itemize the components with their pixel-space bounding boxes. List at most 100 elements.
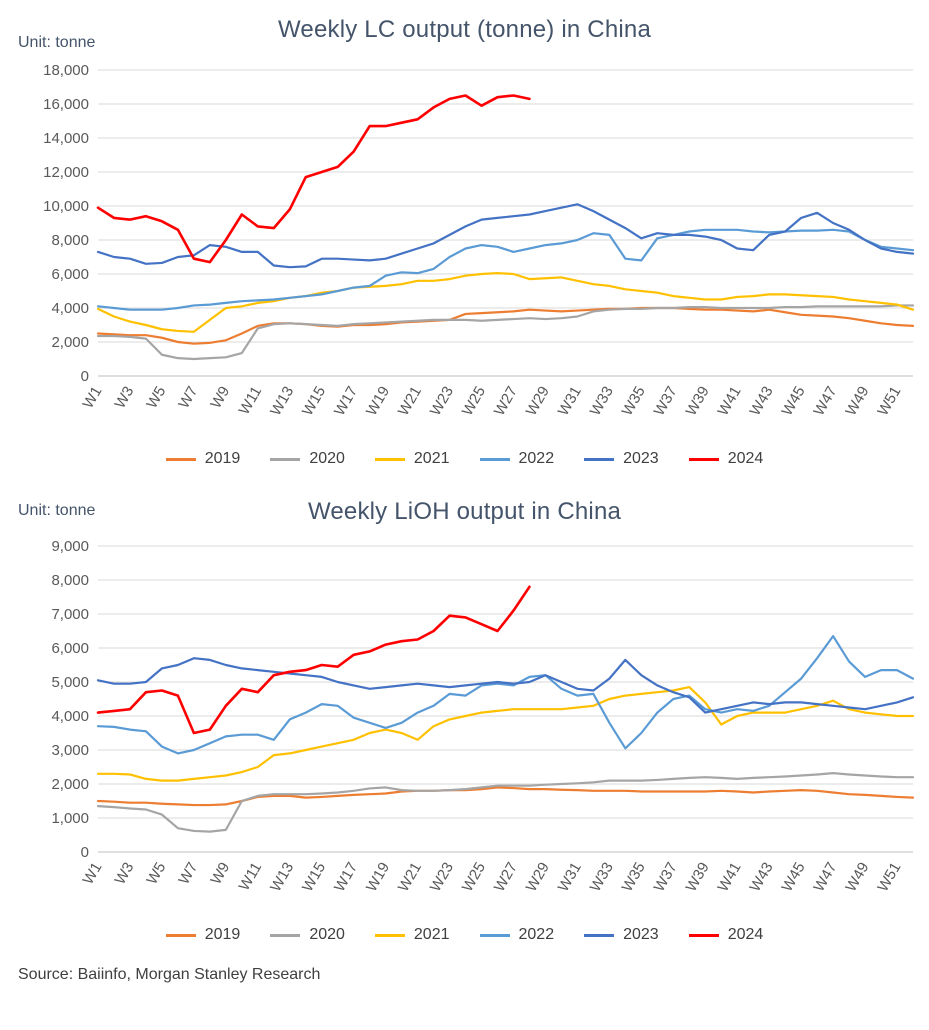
- svg-text:W45: W45: [778, 384, 808, 419]
- legend-swatch-2020: [270, 933, 301, 937]
- legend-label-2020: 2020: [309, 926, 345, 943]
- svg-text:16,000: 16,000: [43, 96, 89, 113]
- legend-swatch-2023: [584, 457, 615, 461]
- svg-text:W3: W3: [111, 384, 137, 412]
- legend-label-2023: 2023: [623, 450, 659, 467]
- svg-text:W21: W21: [395, 860, 425, 895]
- legend-swatch-2019: [165, 933, 196, 937]
- svg-text:W29: W29: [523, 860, 553, 895]
- svg-text:W25: W25: [459, 384, 489, 419]
- svg-text:W37: W37: [651, 860, 681, 895]
- legend-item-2019: 2019: [165, 926, 241, 944]
- legend-swatch-2022: [479, 457, 510, 461]
- legend-swatch-2021: [374, 933, 405, 937]
- lc-chart-title: Weekly LC output (tonne) in China: [277, 16, 652, 43]
- svg-text:10,000: 10,000: [43, 198, 89, 215]
- svg-text:W13: W13: [267, 384, 297, 419]
- svg-text:W15: W15: [299, 860, 329, 895]
- legend-item-2020: 2020: [270, 926, 345, 944]
- svg-text:W35: W35: [619, 384, 649, 419]
- legend-label-2021: 2021: [413, 926, 450, 943]
- svg-text:W43: W43: [746, 860, 776, 895]
- legend-label-2023: 2023: [623, 926, 659, 943]
- lioh-chart-legend: 2019 2020 2021 2022 2023 2024: [0, 918, 929, 952]
- svg-text:W9: W9: [207, 860, 233, 888]
- legend-item-2021: 2021: [374, 926, 450, 944]
- svg-text:0: 0: [81, 368, 89, 385]
- legend-label-2021: 2021: [413, 450, 450, 467]
- svg-text:6,000: 6,000: [51, 640, 89, 657]
- svg-text:W23: W23: [427, 384, 457, 419]
- svg-text:W3: W3: [111, 860, 137, 888]
- svg-text:W39: W39: [683, 860, 713, 895]
- svg-text:W29: W29: [523, 384, 553, 419]
- svg-text:W27: W27: [491, 860, 521, 895]
- svg-text:W47: W47: [810, 860, 840, 895]
- svg-text:W15: W15: [299, 384, 329, 419]
- svg-text:W9: W9: [207, 384, 233, 412]
- svg-text:W25: W25: [459, 860, 489, 895]
- svg-text:3,000: 3,000: [51, 742, 89, 759]
- legend-swatch-2019: [165, 457, 196, 461]
- svg-text:8,000: 8,000: [51, 572, 89, 589]
- svg-text:W51: W51: [874, 860, 904, 895]
- svg-text:W11: W11: [236, 384, 266, 418]
- svg-text:W31: W31: [555, 384, 585, 419]
- svg-text:4,000: 4,000: [51, 300, 89, 317]
- svg-text:W23: W23: [427, 860, 457, 895]
- svg-text:7,000: 7,000: [51, 606, 89, 623]
- legend-item-2022: 2022: [479, 450, 555, 468]
- legend-item-2023: 2023: [584, 450, 659, 468]
- svg-text:18,000: 18,000: [43, 62, 89, 79]
- svg-text:W17: W17: [331, 860, 361, 895]
- svg-text:W33: W33: [587, 384, 617, 419]
- svg-text:W13: W13: [267, 860, 297, 895]
- svg-text:W27: W27: [491, 384, 521, 419]
- svg-text:W19: W19: [363, 860, 393, 895]
- legend-item-2023: 2023: [584, 926, 659, 944]
- svg-text:8,000: 8,000: [51, 232, 89, 249]
- lc-output-chart-block: Weekly LC output (tonne) in China Unit: …: [0, 4, 929, 476]
- svg-text:W49: W49: [842, 384, 872, 419]
- svg-text:14,000: 14,000: [43, 130, 89, 147]
- svg-text:5,000: 5,000: [51, 674, 89, 691]
- svg-text:0: 0: [81, 844, 89, 861]
- svg-text:W7: W7: [175, 860, 201, 888]
- svg-text:W35: W35: [619, 860, 649, 895]
- legend-label-2024: 2024: [727, 926, 764, 943]
- legend-item-2024: 2024: [688, 450, 763, 468]
- svg-text:W41: W41: [715, 384, 745, 419]
- svg-text:W43: W43: [746, 384, 776, 419]
- svg-text:W47: W47: [810, 384, 840, 419]
- svg-text:W51: W51: [874, 384, 904, 419]
- legend-swatch-2020: [270, 457, 301, 461]
- lioh-unit-label: Unit: tonne: [18, 502, 96, 519]
- svg-text:4,000: 4,000: [51, 708, 89, 725]
- svg-text:W21: W21: [395, 384, 425, 419]
- svg-text:W45: W45: [778, 860, 808, 895]
- svg-text:W31: W31: [555, 860, 585, 895]
- svg-text:12,000: 12,000: [43, 164, 89, 181]
- lioh-chart-header: Weekly LiOH output in China Unit: tonne: [0, 486, 929, 536]
- legend-item-2021: 2021: [374, 450, 450, 468]
- legend-label-2022: 2022: [518, 450, 555, 467]
- lioh-chart-title: Weekly LiOH output in China: [307, 498, 622, 525]
- legend-item-2024: 2024: [688, 926, 764, 944]
- svg-text:W19: W19: [363, 384, 393, 419]
- svg-text:2,000: 2,000: [51, 776, 89, 793]
- svg-text:W5: W5: [143, 384, 169, 412]
- legend-swatch-2022: [479, 933, 510, 937]
- legend-label-2019: 2019: [204, 926, 241, 943]
- lioh-output-line-plot: 0 1,000 2,000 3,000 4,000 5,000 6,000 7,000 8,00…: [51, 538, 915, 895]
- svg-text:W39: W39: [683, 384, 713, 419]
- legend-label-2019: 2019: [204, 450, 241, 467]
- svg-text:W41: W41: [715, 860, 745, 895]
- legend-item-2022: 2022: [479, 926, 555, 944]
- svg-text:6,000: 6,000: [51, 266, 89, 283]
- lc-chart-header: Weekly LC output (tonne) in China Unit: …: [0, 4, 929, 60]
- svg-text:W37: W37: [651, 384, 681, 419]
- svg-text:W17: W17: [331, 384, 361, 419]
- lioh-output-chart-block: Weekly LiOH output in China Unit: tonne …: [0, 486, 929, 952]
- legend-label-2022: 2022: [518, 926, 555, 943]
